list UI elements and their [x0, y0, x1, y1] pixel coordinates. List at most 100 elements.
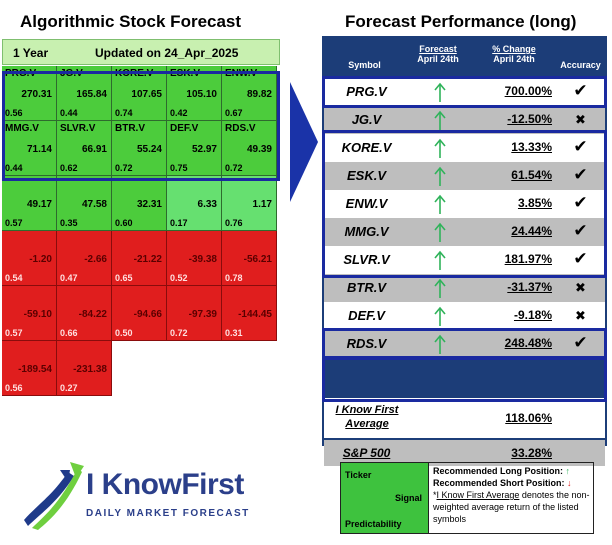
- legend-long-label: Recommended Long Position:: [433, 466, 564, 476]
- grid-cell-predictability: 0.62: [60, 163, 78, 173]
- grid-cell-signal: 66.91: [81, 144, 107, 155]
- average-row: I Know First Average 118.06%: [324, 398, 605, 438]
- logo-swoosh-icon: [24, 462, 84, 530]
- up-arrow-icon: [434, 334, 446, 354]
- row-symbol: RDS.V: [346, 336, 387, 351]
- average-label-line2: Average: [345, 418, 389, 430]
- grid-cell: -1.20 0.54: [2, 231, 57, 286]
- grid-cell-predictability: 0.67: [225, 108, 243, 118]
- change-column-header: % Change April 24th: [472, 44, 556, 64]
- row-change: 13.33%: [511, 140, 552, 154]
- grid-cell-signal: 107.65: [131, 89, 162, 100]
- grid-cell: -144.45 0.31: [222, 286, 277, 341]
- forecast-heatmap-grid: PRG.V 270.31 0.56 JG.V 165.84 0.44 KORE.V 107.6…: [2, 66, 282, 396]
- table-row: BTR.V -31.37% ✖: [324, 274, 605, 302]
- legend-long: Recommended Long Position: ↑: [433, 465, 593, 477]
- up-arrow-icon: ↑: [565, 466, 571, 476]
- grid-cell-predictability: 0.42: [170, 108, 188, 118]
- row-change: 3.85%: [517, 196, 552, 210]
- grid-cell-signal: -231.38: [73, 364, 107, 375]
- grid-cell-predictability: 0.65: [115, 273, 133, 283]
- updated-date: Updated on 24_Apr_2025: [95, 46, 239, 60]
- grid-cell-signal: 47.58: [81, 199, 107, 210]
- legend-note-text: denotes the non-weighted average return …: [433, 490, 590, 524]
- grid-cell: -2.66 0.47: [57, 231, 112, 286]
- row-symbol: ENW.V: [345, 196, 388, 211]
- check-icon: ✔: [573, 137, 588, 156]
- average-label: I Know First Average: [332, 403, 402, 431]
- check-icon: ✔: [573, 81, 588, 100]
- grid-cell-signal: -1.20: [29, 254, 52, 265]
- row-symbol: MMG.V: [344, 224, 389, 239]
- up-arrow-icon: [434, 278, 446, 298]
- accuracy-column-header: Accuracy: [560, 60, 601, 70]
- grid-cell-signal: 270.31: [21, 89, 52, 100]
- grid-cell: -84.22 0.66: [57, 286, 112, 341]
- grid-cell-predictability: 0.74: [115, 108, 133, 118]
- change-header-date: April 24th: [493, 54, 535, 64]
- grid-cell-signal: 49.39: [246, 144, 272, 155]
- grid-cell-signal: -84.22: [78, 309, 107, 320]
- up-arrow-icon: [434, 222, 446, 242]
- grid-cell-symbol: PRG.V: [5, 68, 37, 79]
- grid-cell-symbol: RDS.V: [225, 123, 256, 134]
- grid-cell: ENW.V 89.82 0.67: [222, 66, 277, 121]
- legend-short: Recommended Short Position: ↓: [433, 477, 593, 489]
- legend-signal: Signal: [394, 493, 422, 503]
- cross-icon: ✖: [575, 112, 586, 127]
- legend-note: *I Know First Average denotes the non-we…: [433, 490, 590, 524]
- grid-cell: -94.66 0.50: [112, 286, 167, 341]
- check-icon: ✔: [573, 193, 588, 212]
- row-change: -9.18%: [513, 308, 552, 322]
- grid-cell-predictability: 0.44: [5, 163, 23, 173]
- grid-cell: -39.38 0.52: [167, 231, 222, 286]
- forecast-header-date: April 24th: [417, 54, 459, 64]
- grid-cell-predictability: 0.72: [115, 163, 133, 173]
- grid-cell-predictability: 0.57: [5, 218, 23, 228]
- grid-cell: PRG.V 270.31 0.56: [2, 66, 57, 121]
- check-icon: ✔: [573, 249, 588, 268]
- table-row: ENW.V 3.85% ✔: [324, 190, 605, 218]
- legend-descriptions: Recommended Long Position: ↑ Recommended…: [433, 465, 593, 525]
- grid-cell-signal: 55.24: [136, 144, 162, 155]
- legend-cell-sample: Ticker Signal Predictability: [341, 463, 429, 533]
- grid-cell-signal: -144.45: [238, 309, 272, 320]
- legend-ticker: Ticker: [345, 470, 372, 480]
- grid-cell-predictability: 0.35: [60, 218, 78, 228]
- up-arrow-icon: [434, 166, 446, 186]
- performance-table-header: Symbol Forecast April 24th % Change Apri…: [322, 36, 607, 76]
- cross-icon: ✖: [575, 280, 586, 295]
- legend-predictability: Predictability: [345, 519, 402, 529]
- row-symbol: KORE.V: [341, 140, 392, 155]
- grid-cell: SLVR.V 66.91 0.62: [57, 121, 112, 176]
- right-arrow-icon: [290, 82, 318, 202]
- grid-cell-predictability: 0.75: [170, 163, 188, 173]
- grid-cell: BTR.V 55.24 0.72: [112, 121, 167, 176]
- grid-cell-predictability: 0.31: [225, 328, 243, 338]
- up-arrow-icon: [434, 306, 446, 326]
- legend: Ticker Signal Predictability Recommended…: [340, 462, 594, 534]
- grid-cell-symbol: DEF.V: [170, 123, 199, 134]
- grid-cell-predictability: 0.27: [60, 383, 78, 393]
- grid-cell-signal: 105.10: [186, 89, 217, 100]
- grid-cell-signal: 71.14: [26, 144, 52, 155]
- logo-wordmark: I KnowFirst: [86, 468, 244, 501]
- legend-short-label: Recommended Short Position:: [433, 478, 565, 488]
- row-change: 700.00%: [504, 84, 552, 98]
- table-row: PRG.V 700.00% ✔: [324, 78, 605, 106]
- grid-cell-predictability: 0.78: [225, 273, 243, 283]
- table-row: KORE.V 13.33% ✔: [324, 134, 605, 162]
- up-arrow-icon: [434, 194, 446, 214]
- grid-cell-symbol: KORE.V: [115, 68, 154, 79]
- grid-cell-symbol: JG.V: [60, 68, 83, 79]
- row-symbol: JG.V: [351, 112, 382, 127]
- highlight-box-average: [322, 356, 607, 402]
- table-row: RDS.V 248.48% ✔: [324, 330, 605, 358]
- grid-cell-predictability: 0.44: [60, 108, 78, 118]
- grid-cell-predictability: 0.60: [115, 218, 133, 228]
- grid-cell-signal: -2.66: [84, 254, 107, 265]
- grid-cell: -21.22 0.65: [112, 231, 167, 286]
- row-change: -31.37%: [507, 280, 552, 294]
- grid-cell-predictability: 0.66: [60, 328, 78, 338]
- grid-cell-symbol: MMG.V: [5, 123, 39, 134]
